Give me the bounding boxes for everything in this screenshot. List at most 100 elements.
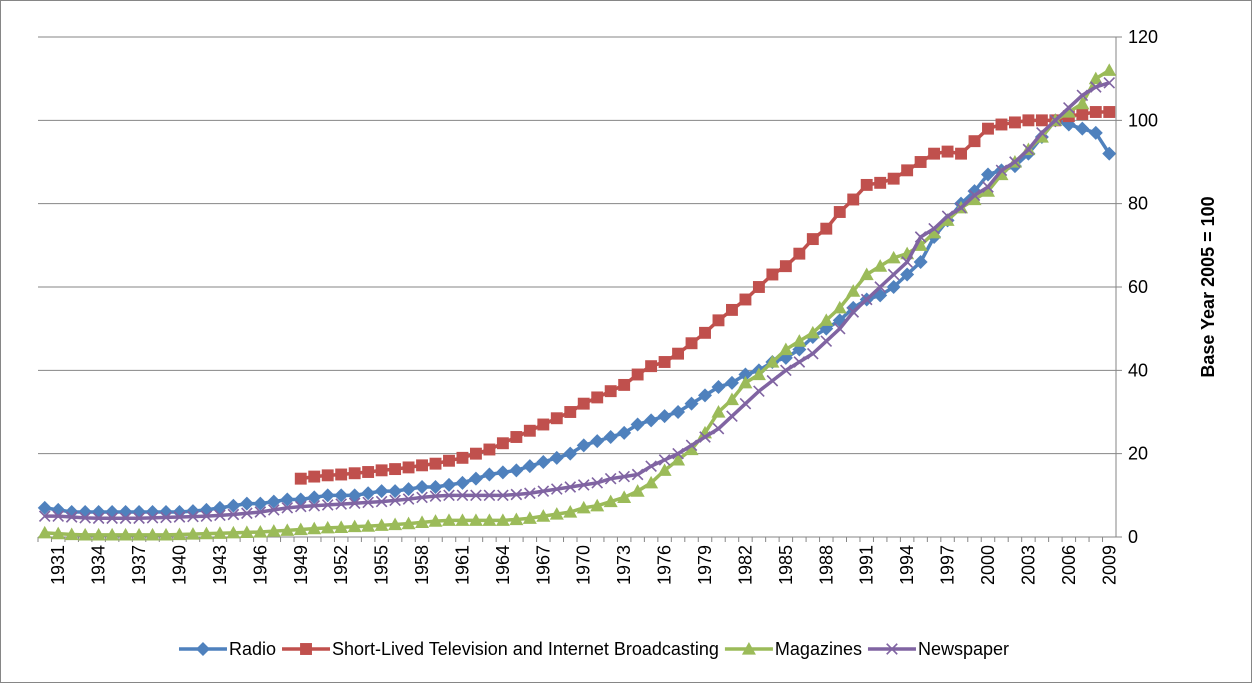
data-point: [603, 430, 618, 444]
data-point: [389, 463, 402, 476]
data-point: [1102, 146, 1117, 161]
data-point: [820, 335, 833, 347]
data-point: [833, 206, 846, 218]
data-point: [685, 337, 698, 350]
legend-swatch-marker: [195, 642, 210, 656]
data-point: [982, 181, 994, 193]
data-point: [671, 405, 686, 419]
data-point: [604, 472, 617, 485]
data-point: [860, 178, 873, 191]
data-point: [711, 405, 726, 418]
data-point: [1088, 71, 1103, 85]
data-point: [874, 176, 887, 189]
data-point: [980, 184, 995, 197]
x-tick-label: 1976: [655, 545, 675, 585]
data-point: [361, 486, 376, 501]
data-point: [1102, 63, 1117, 76]
data-point: [591, 391, 604, 404]
data-point: [335, 468, 348, 481]
data-point: [389, 494, 401, 507]
data-point: [455, 513, 470, 526]
data-point: [549, 507, 564, 520]
data-point: [334, 488, 349, 503]
data-point: [1008, 116, 1021, 129]
data-point: [1061, 105, 1076, 118]
data-point: [456, 451, 469, 464]
data-point: [928, 222, 940, 235]
data-point: [671, 452, 686, 466]
data-point: [927, 225, 942, 239]
data-point: [226, 498, 241, 513]
data-point: [375, 464, 388, 477]
data-point: [78, 505, 93, 519]
data-point: [832, 300, 847, 314]
data-point: [886, 280, 901, 294]
data-point: [280, 492, 295, 507]
data-point: [38, 510, 51, 522]
data-point: [510, 431, 523, 443]
data-point: [51, 526, 66, 540]
data-point: [402, 461, 415, 474]
data-point: [524, 487, 536, 500]
data-point: [468, 513, 483, 526]
data-point: [699, 431, 711, 443]
data-point: [146, 512, 159, 524]
data-point: [37, 500, 52, 515]
data-point: [374, 518, 389, 531]
legend-label: Newspaper: [918, 639, 1009, 659]
x-tick-label: 1958: [412, 545, 432, 585]
data-point: [441, 477, 456, 492]
legend-swatch-marker: [300, 643, 312, 655]
data-point: [428, 514, 443, 527]
data-point: [199, 502, 214, 517]
data-point: [482, 513, 497, 526]
x-tick-label: 1934: [89, 545, 109, 585]
data-point: [711, 380, 726, 394]
data-point: [307, 521, 322, 535]
data-point: [590, 498, 605, 512]
y-tick-label: 100: [1128, 110, 1158, 130]
x-tick-label: 1955: [372, 545, 392, 585]
x-tick-label: 1964: [493, 545, 513, 585]
data-point: [913, 255, 928, 269]
data-point: [293, 522, 308, 536]
data-point: [173, 511, 186, 523]
data-point: [482, 467, 497, 482]
data-point: [657, 463, 672, 476]
x-tick-label: 1994: [897, 545, 917, 585]
data-point: [118, 527, 133, 541]
data-point: [685, 439, 698, 452]
data-point: [307, 490, 322, 505]
data-point: [266, 524, 281, 537]
data-point: [496, 437, 509, 450]
data-point: [738, 367, 753, 382]
data-point: [145, 505, 160, 519]
data-point: [645, 360, 658, 373]
x-tick-label: 2000: [978, 545, 998, 585]
data-point: [200, 510, 213, 522]
x-tick-label: 1982: [735, 545, 755, 585]
data-point: [1049, 114, 1062, 127]
x-tick-label: 1985: [776, 545, 796, 585]
data-point: [847, 193, 860, 206]
data-point: [820, 222, 833, 235]
data-point: [133, 512, 145, 525]
data-point: [468, 471, 483, 486]
data-point: [684, 442, 699, 456]
data-point: [886, 250, 901, 264]
data-point: [52, 510, 65, 522]
data-point: [254, 506, 267, 518]
data-point: [604, 385, 617, 398]
data-point: [590, 434, 605, 449]
data-point: [253, 525, 268, 538]
legend-label: Radio: [229, 639, 276, 659]
data-point: [645, 460, 657, 472]
data-point: [1022, 114, 1035, 127]
data-point: [577, 479, 590, 491]
data-point: [172, 527, 187, 541]
data-point: [320, 488, 335, 503]
legend-swatch-marker: [886, 643, 898, 655]
data-point: [402, 493, 415, 505]
data-point: [308, 470, 321, 483]
data-point: [940, 213, 955, 226]
